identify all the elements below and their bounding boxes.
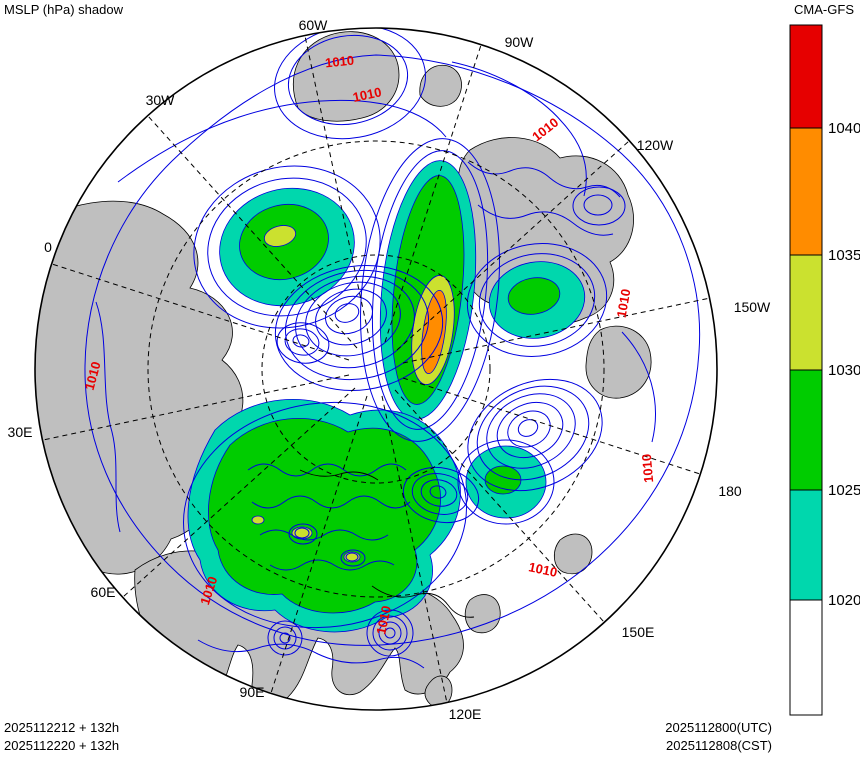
chart-title: MSLP (hPa) shadow: [4, 2, 123, 17]
isobar-contour-layer: [84, 28, 701, 669]
pressure-fill-layer: [187, 160, 586, 633]
init-time-utc: 2025112212 + 132h: [4, 720, 120, 735]
isobar-label: 1010: [614, 288, 634, 319]
land-layer: [35, 31, 652, 708]
init-times: 2025112212 + 132h 2025112220 + 132h: [4, 719, 119, 755]
lon-label-180: 180: [718, 483, 742, 499]
lon-label-30e: 30E: [8, 424, 33, 440]
isobar-label: 1010: [351, 84, 382, 105]
init-time-cst: 2025112220 + 132h: [4, 738, 120, 753]
colorbar: 1040 1035 1030 1025 1020: [789, 24, 860, 716]
isobar-label: 1010: [639, 453, 656, 483]
lon-label-120w: 120W: [637, 137, 674, 153]
lon-label-150e: 150E: [622, 624, 655, 640]
valid-time-utc: 2025112800(UTC): [665, 720, 772, 735]
isobar-label: 1010: [324, 53, 354, 71]
colorbar-label-1035: 1035: [828, 247, 860, 264]
colorbar-label-1025: 1025: [828, 482, 860, 499]
longitude-labels: 60W 90W 30W 120W 0 150W 30E 180 60E 150E…: [8, 17, 772, 722]
lon-label-0: 0: [44, 239, 52, 255]
lon-label-120e: 120E: [449, 706, 482, 722]
map-boundary: [34, 27, 718, 711]
lon-label-60w: 60W: [299, 17, 329, 33]
isobar-label: 1010: [82, 360, 104, 392]
lon-label-60e: 60E: [91, 584, 116, 600]
valid-times: 2025112800(UTC) 2025112808(CST): [665, 719, 772, 755]
isobar-label: 1010: [527, 559, 558, 580]
valid-time-cst: 2025112808(CST): [666, 738, 772, 753]
model-name: CMA-GFS: [794, 2, 854, 17]
graticule-layer: [42, 35, 711, 704]
colorbar-label-1030: 1030: [828, 362, 860, 379]
lon-label-150w: 150W: [734, 299, 771, 315]
lon-label-90w: 90W: [505, 34, 535, 50]
colorbar-label-1020: 1020: [828, 592, 860, 609]
lon-label-30w: 30W: [146, 92, 176, 108]
isobar-label: 1010: [373, 604, 394, 635]
lon-label-90e: 90E: [240, 684, 265, 700]
coastline-detail-layer: [299, 469, 475, 618]
colorbar-label-1040: 1040: [828, 120, 860, 137]
